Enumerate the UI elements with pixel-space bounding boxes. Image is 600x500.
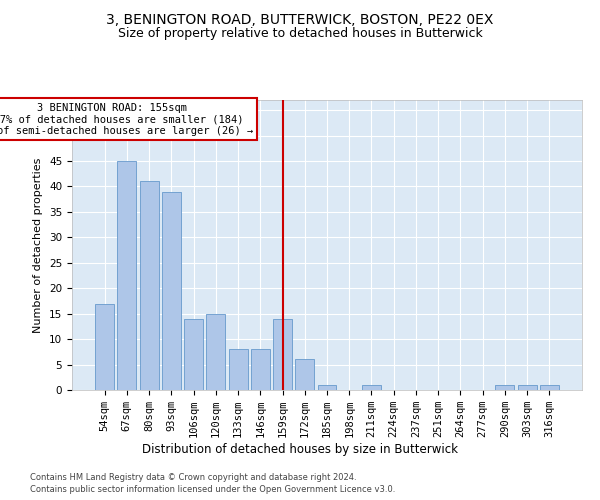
Y-axis label: Number of detached properties: Number of detached properties (34, 158, 43, 332)
Bar (184, 319, 203, 390)
Bar (496, 385, 514, 390)
Bar (295, 360, 314, 390)
Text: Contains public sector information licensed under the Open Government Licence v3: Contains public sector information licen… (30, 485, 395, 494)
Bar (362, 385, 381, 390)
Bar (273, 319, 292, 390)
Bar (229, 350, 248, 390)
Text: 3, BENINGTON ROAD, BUTTERWICK, BOSTON, PE22 0EX: 3, BENINGTON ROAD, BUTTERWICK, BOSTON, P… (106, 12, 494, 26)
Bar (206, 314, 225, 390)
Text: Contains HM Land Registry data © Crown copyright and database right 2024.: Contains HM Land Registry data © Crown c… (30, 472, 356, 482)
Bar (162, 192, 181, 390)
Bar (540, 385, 559, 390)
Text: Distribution of detached houses by size in Butterwick: Distribution of detached houses by size … (142, 442, 458, 456)
Bar (118, 161, 136, 390)
Text: Size of property relative to detached houses in Butterwick: Size of property relative to detached ho… (118, 28, 482, 40)
Bar (518, 385, 536, 390)
Text: 3 BENINGTON ROAD: 155sqm
← 87% of detached houses are smaller (184)
12% of semi-: 3 BENINGTON ROAD: 155sqm ← 87% of detach… (0, 102, 253, 136)
Bar (251, 350, 270, 390)
Bar (317, 385, 337, 390)
Bar (140, 182, 158, 390)
Bar (95, 304, 114, 390)
